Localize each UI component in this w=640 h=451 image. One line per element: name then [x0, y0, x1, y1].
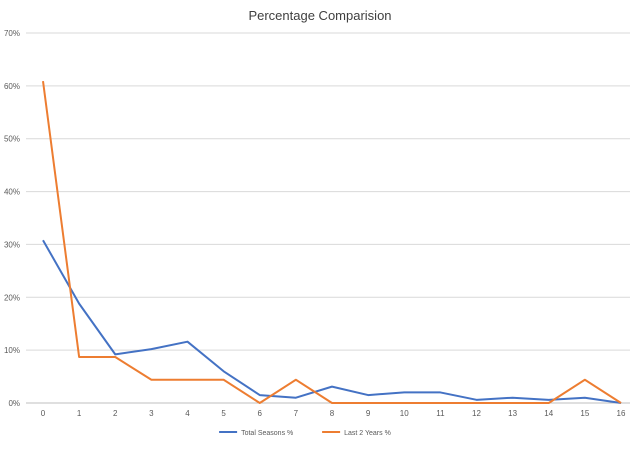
x-tick-label: 1 — [77, 409, 82, 418]
x-tick-label: 3 — [149, 409, 154, 418]
x-tick-label: 13 — [508, 409, 517, 418]
legend-label: Total Seasons % — [241, 430, 293, 437]
y-tick-label: 40% — [4, 188, 20, 197]
x-tick-label: 2 — [113, 409, 118, 418]
x-tick-label: 5 — [221, 409, 226, 418]
y-tick-label: 50% — [4, 135, 20, 144]
y-tick-label: 60% — [4, 82, 20, 91]
series-line-1 — [42, 239, 622, 404]
y-tick-label: 30% — [4, 240, 20, 249]
x-tick-label: 0 — [41, 409, 46, 418]
y-tick-label: 70% — [4, 29, 20, 38]
y-tick-label: 20% — [4, 293, 20, 302]
x-tick-label: 14 — [544, 409, 553, 418]
legend-label: Last 2 Years % — [344, 430, 391, 437]
x-tick-label: 7 — [294, 409, 299, 418]
x-tick-label: 8 — [330, 409, 335, 418]
series-line-2 — [42, 80, 622, 404]
x-tick-label: 6 — [258, 409, 263, 418]
chart-title: Percentage Comparision — [248, 8, 392, 23]
x-tick-label: 11 — [436, 409, 445, 418]
x-tick-label: 16 — [617, 409, 626, 418]
x-tick-label: 10 — [400, 409, 409, 418]
y-tick-label: 0% — [8, 399, 20, 408]
x-tick-label: 4 — [185, 409, 190, 418]
x-tick-label: 9 — [366, 409, 371, 418]
x-tick-label: 12 — [472, 409, 481, 418]
x-tick-label: 15 — [580, 409, 589, 418]
y-tick-label: 10% — [4, 346, 20, 355]
